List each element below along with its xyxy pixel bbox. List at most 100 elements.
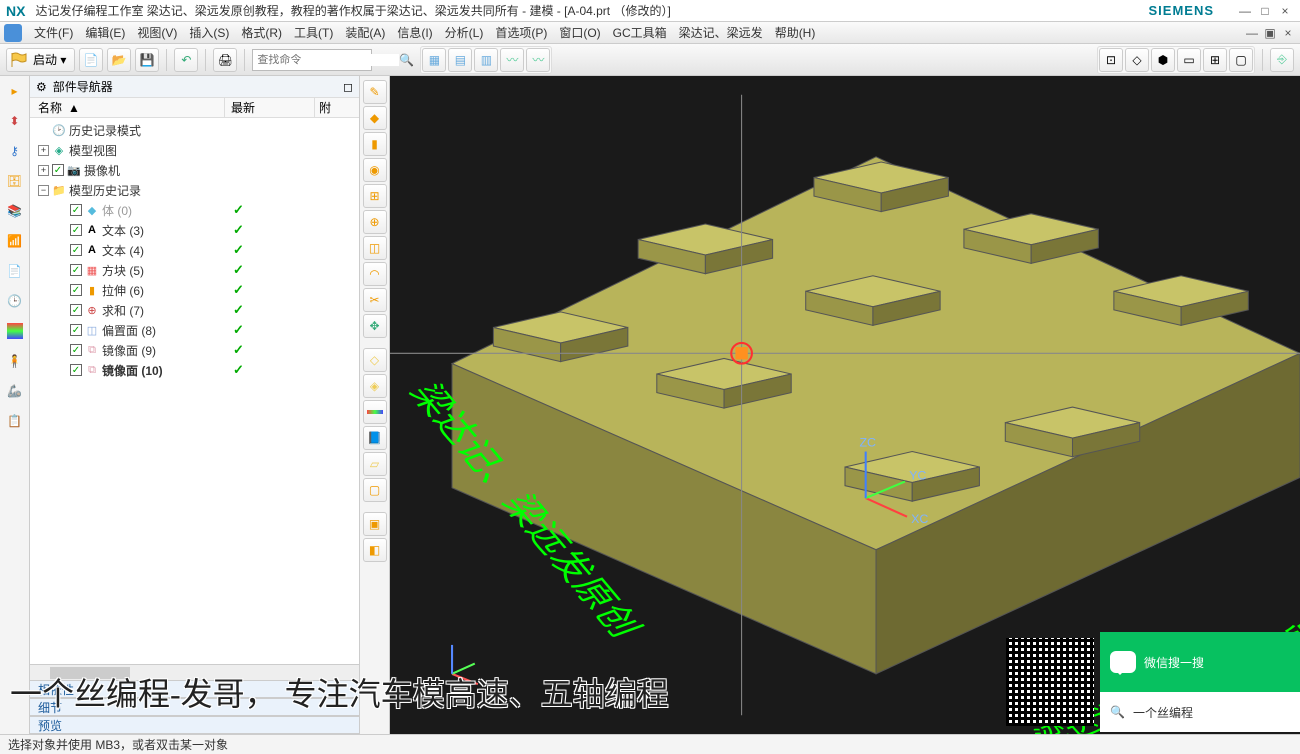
vt-book[interactable]: 📘 bbox=[363, 426, 387, 450]
tree-row-8[interactable]: ✓▮拉伸 (6)✓ bbox=[30, 280, 359, 300]
menu-4[interactable]: 格式(R) bbox=[235, 22, 288, 43]
vt-move[interactable]: ✥ bbox=[363, 314, 387, 338]
print-button[interactable]: 🖨 bbox=[213, 48, 237, 72]
col-latest[interactable]: 最新 bbox=[225, 98, 315, 117]
vt-face[interactable]: ▱ bbox=[363, 452, 387, 476]
tree-row-4[interactable]: ✓◆体 (0)✓ bbox=[30, 200, 359, 220]
nav-section-2[interactable]: 预览 bbox=[30, 716, 359, 734]
vbtn-3[interactable]: ▥ bbox=[474, 48, 498, 72]
licon-hist[interactable]: 📄 bbox=[4, 260, 26, 282]
vt-edge[interactable]: ◠ bbox=[363, 262, 387, 286]
tree-row-9[interactable]: ✓⊕求和 (7)✓ bbox=[30, 300, 359, 320]
licon-reuse[interactable]: 🗄 bbox=[4, 170, 26, 192]
tree-row-1[interactable]: +◈模型视图 bbox=[30, 140, 359, 160]
vbtn-5[interactable]: 〰 bbox=[526, 48, 550, 72]
menu-8[interactable]: 分析(L) bbox=[439, 22, 490, 43]
menu-2[interactable]: 视图(V) bbox=[131, 22, 183, 43]
vbtn-1[interactable]: ▦ bbox=[422, 48, 446, 72]
save-button[interactable]: 💾 bbox=[135, 48, 159, 72]
licon-sheet[interactable]: 📋 bbox=[4, 410, 26, 432]
tree-scrollbar[interactable] bbox=[30, 664, 359, 680]
col-name[interactable]: 名称▲ bbox=[30, 98, 225, 117]
tree-row-7[interactable]: ✓▦方块 (5)✓ bbox=[30, 260, 359, 280]
model-tree[interactable]: 🕑历史记录模式+◈模型视图+✓📷摄像机−📁模型历史记录✓◆体 (0)✓✓A文本 … bbox=[30, 118, 359, 664]
search-icon[interactable]: 🔍 bbox=[399, 53, 414, 67]
snap-5[interactable]: ⊞ bbox=[1203, 48, 1227, 72]
tree-row-0[interactable]: 🕑历史记录模式 bbox=[30, 120, 359, 140]
licon-role[interactable]: 🧍 bbox=[4, 350, 26, 372]
snap-1[interactable]: ⊡ bbox=[1099, 48, 1123, 72]
menu-10[interactable]: 窗口(O) bbox=[553, 22, 606, 43]
menu-11[interactable]: GC工具箱 bbox=[607, 22, 673, 43]
vt-datum[interactable]: ◆ bbox=[363, 106, 387, 130]
open-button[interactable]: 📂 bbox=[107, 48, 131, 72]
tree-row-5[interactable]: ✓A文本 (3)✓ bbox=[30, 220, 359, 240]
svg-text:XC: XC bbox=[911, 512, 928, 526]
gear-icon[interactable]: ⚙ bbox=[36, 80, 47, 94]
minimize-button[interactable]: — bbox=[1236, 4, 1254, 18]
menu-6[interactable]: 装配(A) bbox=[339, 22, 391, 43]
close-button[interactable]: × bbox=[1276, 4, 1294, 18]
menu-13[interactable]: 帮助(H) bbox=[769, 22, 822, 43]
tree-row-3[interactable]: −📁模型历史记录 bbox=[30, 180, 359, 200]
flag-icon bbox=[10, 51, 28, 69]
vbtn-4[interactable]: 〰 bbox=[500, 48, 524, 72]
menu-5[interactable]: 工具(T) bbox=[288, 22, 339, 43]
menu-1[interactable]: 编辑(E) bbox=[79, 22, 131, 43]
menu-0[interactable]: 文件(F) bbox=[28, 22, 79, 43]
vt-shell[interactable]: ◫ bbox=[363, 236, 387, 260]
doc-restore-button[interactable]: ▣ bbox=[1262, 26, 1278, 40]
snap-4[interactable]: ▭ bbox=[1177, 48, 1201, 72]
menu-3[interactable]: 插入(S) bbox=[183, 22, 235, 43]
vt-surf1[interactable]: ◇ bbox=[363, 348, 387, 372]
qr-code bbox=[1006, 638, 1094, 726]
vt-box[interactable]: ▢ bbox=[363, 478, 387, 502]
vt-box2[interactable]: ▣ bbox=[363, 512, 387, 536]
tree-row-10[interactable]: ✓◫偏置面 (8)✓ bbox=[30, 320, 359, 340]
licon-cons[interactable]: ⚷ bbox=[4, 140, 26, 162]
tree-row-6[interactable]: ✓A文本 (4)✓ bbox=[30, 240, 359, 260]
undo-button[interactable]: ↶ bbox=[174, 48, 198, 72]
licon-robot[interactable]: 🦾 bbox=[4, 380, 26, 402]
vt-pattern[interactable]: ⊞ bbox=[363, 184, 387, 208]
app-icon[interactable] bbox=[4, 24, 22, 42]
nav-section-0[interactable]: 相依性 bbox=[30, 680, 359, 698]
command-search[interactable]: 🔍 bbox=[252, 49, 372, 71]
doc-minimize-button[interactable]: — bbox=[1244, 26, 1260, 40]
vt-hole[interactable]: ◉ bbox=[363, 158, 387, 182]
start-button[interactable]: 启动 ▾ bbox=[6, 48, 75, 72]
snap-2[interactable]: ◇ bbox=[1125, 48, 1149, 72]
vt-sketch[interactable]: ✎ bbox=[363, 80, 387, 104]
menu-12[interactable]: 梁达记、梁远发 bbox=[673, 22, 769, 43]
col-extra[interactable]: 附 bbox=[315, 98, 359, 117]
licon-web[interactable]: 📶 bbox=[4, 230, 26, 252]
vbtn-2[interactable]: ▤ bbox=[448, 48, 472, 72]
vt-trim[interactable]: ✂ bbox=[363, 288, 387, 312]
snap-3[interactable]: ⬢ bbox=[1151, 48, 1175, 72]
nav-section-1[interactable]: 细节 bbox=[30, 698, 359, 716]
vt-unite[interactable]: ⊕ bbox=[363, 210, 387, 234]
licon-nav[interactable]: ▸ bbox=[4, 80, 26, 102]
navigator-title: 部件导航器 bbox=[53, 78, 113, 95]
snap-6[interactable]: ▢ bbox=[1229, 48, 1253, 72]
licon-lib[interactable]: 📚 bbox=[4, 200, 26, 222]
tree-row-11[interactable]: ✓⧉镜像面 (9)✓ bbox=[30, 340, 359, 360]
pin-icon[interactable]: ◻ bbox=[343, 80, 353, 94]
vt-box3[interactable]: ◧ bbox=[363, 538, 387, 562]
tree-row-2[interactable]: +✓📷摄像机 bbox=[30, 160, 359, 180]
licon-color[interactable] bbox=[4, 320, 26, 342]
vt-color[interactable] bbox=[363, 400, 387, 424]
exit-button[interactable]: ⎆ bbox=[1270, 48, 1294, 72]
vt-extrude[interactable]: ▮ bbox=[363, 132, 387, 156]
command-search-input[interactable] bbox=[257, 54, 399, 66]
menu-7[interactable]: 信息(I) bbox=[391, 22, 438, 43]
restore-button[interactable]: □ bbox=[1256, 4, 1274, 18]
part-navigator: ⚙ 部件导航器 ◻ 名称▲ 最新 附 🕑历史记录模式+◈模型视图+✓📷摄像机−📁… bbox=[30, 76, 360, 734]
new-button[interactable]: 📄 bbox=[79, 48, 103, 72]
licon-asm[interactable]: ⬍ bbox=[4, 110, 26, 132]
tree-row-12[interactable]: ✓⧉镜像面 (10)✓ bbox=[30, 360, 359, 380]
doc-close-button[interactable]: × bbox=[1280, 26, 1296, 40]
vt-surf2[interactable]: ◈ bbox=[363, 374, 387, 398]
menu-9[interactable]: 首选项(P) bbox=[489, 22, 553, 43]
licon-clock[interactable]: 🕒 bbox=[4, 290, 26, 312]
